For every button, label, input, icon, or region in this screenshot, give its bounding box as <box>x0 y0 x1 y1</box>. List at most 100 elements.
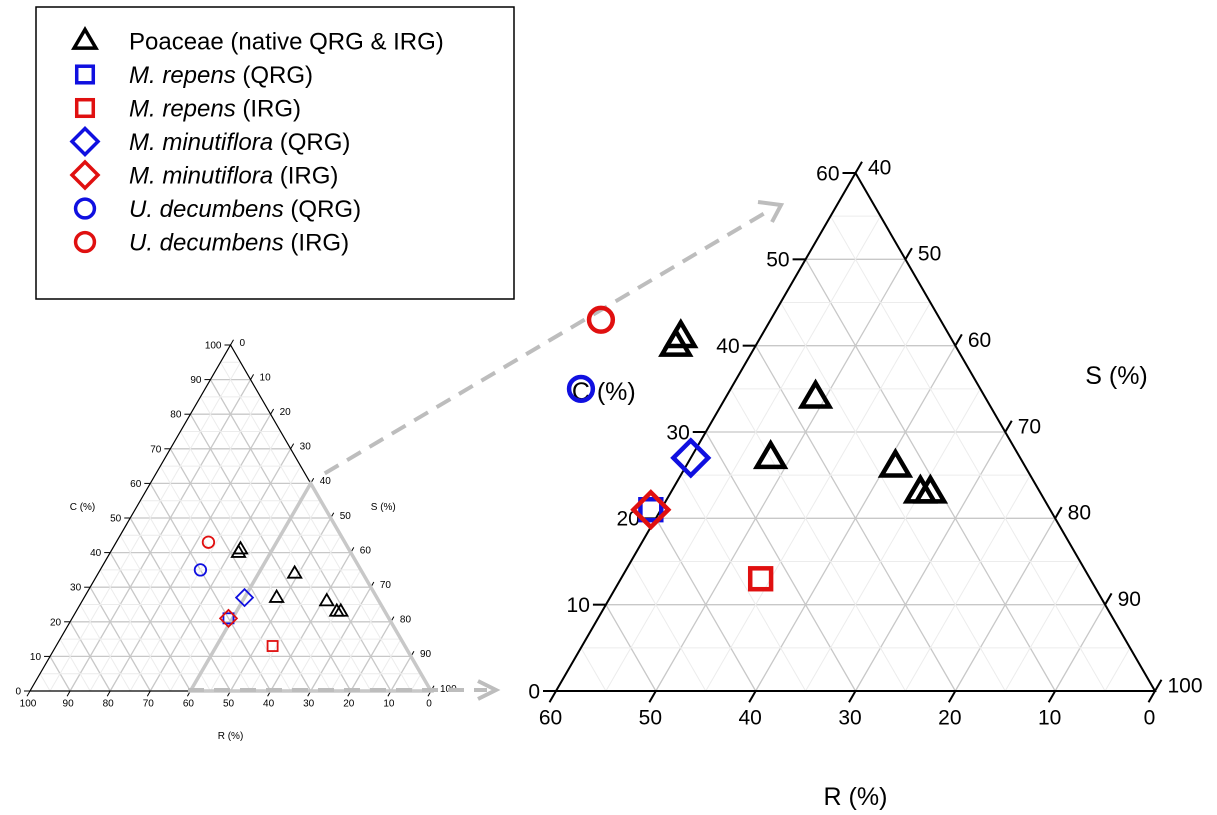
r-tick-label: 30 <box>838 706 861 729</box>
minor-grid-line <box>179 431 332 692</box>
grid-line-r <box>69 621 111 692</box>
r-tick-label: 20 <box>343 699 355 710</box>
s-tick-label: 20 <box>280 407 292 418</box>
s-tick-label: 10 <box>260 372 272 383</box>
legend-marker-mminut_qrg <box>69 126 101 157</box>
data-point-mrepens_irg <box>266 640 279 652</box>
s-tick <box>290 443 295 450</box>
r-tick-label: 10 <box>1038 706 1061 729</box>
s-axis-title: S (%) <box>371 502 396 513</box>
legend-label-udec_qrg: U. decumbens (QRG) <box>129 196 361 223</box>
legend-species: U. decumbens <box>129 230 284 257</box>
minor-grid-line <box>805 388 981 692</box>
minor-grid-line <box>1004 561 1081 692</box>
legend-group: (QRG) <box>284 196 361 223</box>
c-tick-label: 70 <box>150 444 162 455</box>
data-point-poaceae <box>912 473 949 504</box>
s-tick-label: 100 <box>1168 674 1203 697</box>
legend-group: (IRG) <box>284 230 349 257</box>
data-point-poaceae <box>877 447 914 478</box>
s-tick <box>904 247 913 260</box>
r-tick-label: 50 <box>639 706 662 729</box>
s-tick-label: 90 <box>420 649 432 660</box>
zoom-arrows <box>188 200 785 701</box>
data-point-udec_irg <box>586 305 616 334</box>
s-tick <box>1054 506 1063 519</box>
s-tick <box>270 408 275 415</box>
r-tick-label: 70 <box>143 699 155 710</box>
data-point-poaceae <box>332 602 349 617</box>
r-tick <box>66 690 71 697</box>
c-tick-label: 0 <box>15 687 21 698</box>
data-point-udec_irg <box>201 535 216 549</box>
data-point-poaceae <box>752 438 789 470</box>
r-tick-label: 100 <box>20 699 37 710</box>
s-tick-label: 0 <box>240 338 246 349</box>
grid-line-r <box>109 552 191 692</box>
minor-grid-line <box>99 569 171 692</box>
data-point-mrepens_irg <box>747 566 774 592</box>
legend: Poaceae (native QRG & IRG) M. repens (QRG… <box>69 26 444 257</box>
minor-grid-line <box>580 647 607 692</box>
r-tick-label: 0 <box>426 699 432 710</box>
r-tick-label: 30 <box>303 699 315 710</box>
r-tick-label: 60 <box>539 706 562 729</box>
data-point-mminut_qrg <box>670 437 712 479</box>
r-tick <box>106 690 111 697</box>
legend-label-mrepens_irg: M. repens (IRG) <box>129 96 301 123</box>
r-tick-label: 40 <box>738 706 761 729</box>
s-tick-label: 50 <box>918 243 941 266</box>
c-tick-label: 100 <box>205 341 222 352</box>
minor-grid-line <box>630 561 707 692</box>
data-point-poaceae <box>286 564 303 579</box>
data-point-mrepens_qrg <box>222 612 235 625</box>
minor-grid-line <box>290 569 362 692</box>
s-tick <box>250 374 254 380</box>
s-tick <box>1004 420 1013 433</box>
r-tick <box>26 690 31 697</box>
grid-line-r <box>755 345 956 692</box>
minor-grid-line <box>680 474 807 692</box>
s-tick <box>854 161 863 174</box>
c-tick-label: 10 <box>30 652 42 663</box>
s-tick-label: 60 <box>968 329 991 352</box>
legend-marker-udec_qrg <box>73 197 97 220</box>
zoom-arrow-upper <box>323 208 772 476</box>
r-tick <box>146 690 151 697</box>
c-tick-label: 60 <box>130 479 142 490</box>
minor-grid-line <box>89 396 262 692</box>
c-tick-label: 10 <box>567 594 590 617</box>
legend-species: M. minutiflora <box>129 163 273 190</box>
c-tick-label: 0 <box>528 680 540 703</box>
zoom-arrow-lower-head <box>477 679 501 701</box>
s-tick-label: 80 <box>1068 502 1091 525</box>
minor-grid-line <box>1104 647 1131 692</box>
s-tick <box>230 339 234 346</box>
r-axis-title: R (%) <box>218 731 244 742</box>
legend-marker-udec_irg <box>73 230 97 254</box>
c-tick-label: 50 <box>766 249 789 272</box>
legend-species: M. repens <box>129 96 236 123</box>
r-tick-label: 10 <box>383 699 395 710</box>
legend-marker-mminut_irg <box>69 159 101 191</box>
minor-grid-line <box>904 474 1031 692</box>
s-tick <box>1104 592 1113 606</box>
r-tick-label: 40 <box>263 699 275 710</box>
minor-grid-line <box>410 673 422 692</box>
legend-label-poaceae: Poaceae (native QRG & IRG) <box>129 29 444 56</box>
s-tick-label: 60 <box>360 545 372 556</box>
r-axis-title: R (%) <box>824 783 888 810</box>
legend-label-mminut_qrg: M. minutiflora (QRG) <box>129 129 350 156</box>
r-tick <box>548 690 557 703</box>
legend-marker-mrepens_irg <box>74 97 96 119</box>
legend-group: (QRG) <box>236 62 313 89</box>
minor-grid-line <box>210 500 322 692</box>
s-tick-label: 70 <box>1018 415 1041 438</box>
minor-grid-line <box>730 388 906 692</box>
minor-grid-line <box>59 638 91 692</box>
data-point-mminut_irg <box>630 489 672 531</box>
minor-grid-line <box>830 215 1106 692</box>
minor-grid-line <box>330 604 382 692</box>
s-tick-label: 30 <box>300 442 312 453</box>
minor-grid-line <box>250 535 342 692</box>
